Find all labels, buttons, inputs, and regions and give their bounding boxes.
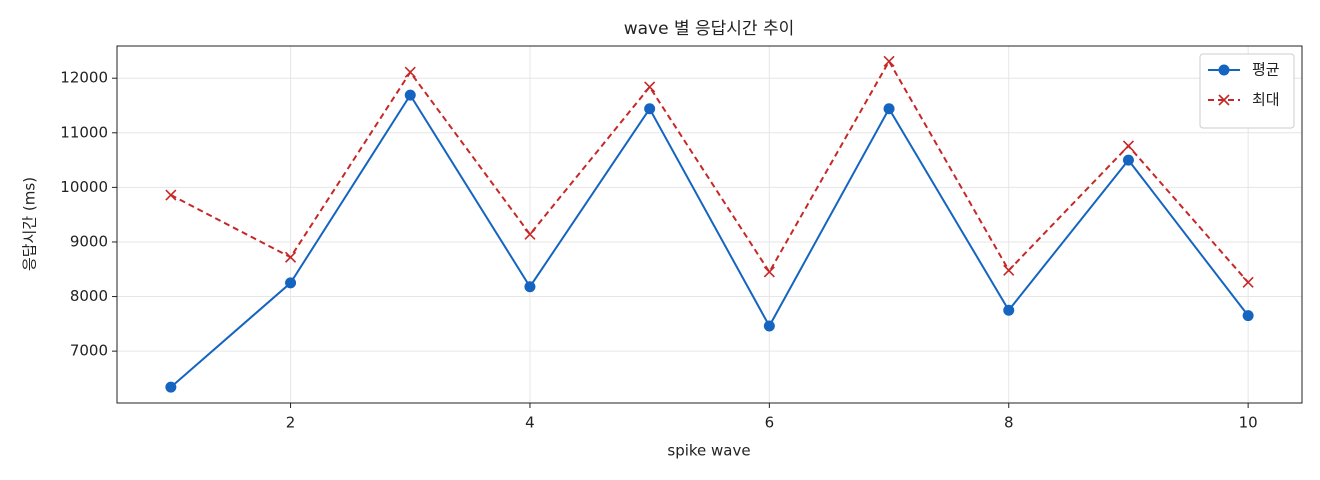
- marker: [524, 228, 536, 240]
- marker: [285, 277, 297, 289]
- marker: [883, 55, 895, 67]
- marker: [1003, 304, 1015, 316]
- legend-box: [1199, 53, 1295, 129]
- marker: [1242, 276, 1254, 288]
- marker: [165, 189, 177, 201]
- legend-marker: [1218, 64, 1230, 76]
- legend-label: 최대: [1252, 91, 1280, 109]
- marker: [883, 103, 895, 115]
- marker: [644, 81, 656, 93]
- legend-marker: [1218, 94, 1230, 106]
- marker: [165, 381, 177, 393]
- y-tick-label: 10000: [60, 178, 108, 196]
- series-line: [170, 59, 1249, 284]
- legend-label: 평균: [1252, 61, 1280, 79]
- marker: [524, 281, 536, 293]
- marker: [1122, 140, 1135, 152]
- marker: [644, 103, 656, 115]
- x-axis-label: spike wave: [667, 442, 750, 460]
- x-tick-label: 10: [1239, 414, 1258, 432]
- marker: [404, 89, 416, 101]
- y-tick-label: 8000: [70, 287, 108, 305]
- y-tick-label: 12000: [60, 69, 108, 87]
- plot-frame: [116, 45, 1303, 404]
- marker: [284, 251, 297, 263]
- chart-title: wave 별 응답시간 추이: [624, 19, 795, 39]
- marker: [763, 320, 775, 332]
- y-tick-label: 7000: [70, 342, 108, 360]
- marker: [1242, 310, 1254, 322]
- marker: [763, 266, 775, 278]
- series-line: [170, 93, 1249, 388]
- x-tick-label: 8: [1004, 414, 1014, 432]
- y-tick-label: 9000: [70, 232, 108, 250]
- marker: [1003, 264, 1015, 276]
- marker: [404, 66, 416, 78]
- x-tick-label: 6: [765, 414, 775, 432]
- y-axis-label: 응답시간 (ms): [21, 177, 39, 271]
- y-tick-label: 11000: [60, 123, 108, 141]
- x-tick-label: 2: [286, 414, 296, 432]
- marker: [1122, 154, 1134, 166]
- x-tick-label: 4: [525, 414, 535, 432]
